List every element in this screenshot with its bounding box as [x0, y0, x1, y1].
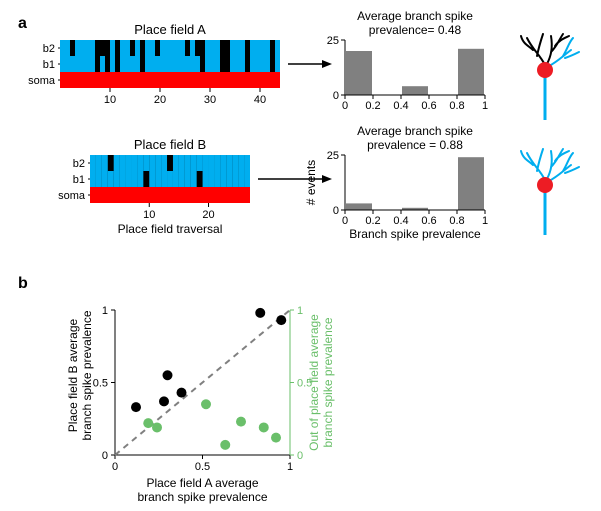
svg-text:40: 40	[254, 94, 266, 106]
svg-text:0: 0	[342, 215, 348, 227]
svg-text:Branch spike prevalence: Branch spike prevalence	[349, 227, 481, 241]
svg-text:0.4: 0.4	[393, 215, 408, 227]
svg-text:0.6: 0.6	[421, 215, 436, 227]
svg-text:0: 0	[333, 205, 339, 217]
svg-text:0.8: 0.8	[449, 100, 464, 112]
svg-text:branch spike prevalence: branch spike prevalence	[321, 317, 335, 447]
svg-text:1: 1	[482, 215, 488, 227]
svg-text:0.8: 0.8	[449, 215, 464, 227]
svg-text:20: 20	[154, 94, 166, 106]
svg-text:branch spike prevalence: branch spike prevalence	[80, 310, 94, 440]
svg-text:b1: b1	[43, 59, 55, 71]
svg-text:1: 1	[297, 305, 303, 317]
svg-text:1: 1	[102, 305, 108, 317]
figure-svg: abPlace field Ab2b1soma10203040Place fie…	[0, 0, 601, 511]
svg-text:0: 0	[333, 90, 339, 102]
svg-text:10: 10	[104, 94, 116, 106]
svg-text:branch spike prevalence: branch spike prevalence	[137, 490, 267, 504]
svg-text:0: 0	[297, 450, 303, 462]
svg-text:1: 1	[482, 100, 488, 112]
svg-text:b2: b2	[43, 43, 55, 55]
svg-text:soma: soma	[28, 75, 56, 87]
svg-text:0: 0	[102, 450, 108, 462]
svg-text:0.5: 0.5	[93, 378, 108, 390]
svg-text:20: 20	[202, 209, 214, 221]
svg-text:b2: b2	[73, 158, 85, 170]
svg-text:0.4: 0.4	[393, 100, 408, 112]
svg-text:Place field A average: Place field A average	[146, 476, 258, 490]
svg-text:0.2: 0.2	[365, 100, 380, 112]
svg-text:Average branch spike: Average branch spike	[357, 9, 473, 23]
svg-text:b1: b1	[73, 174, 85, 186]
svg-text:25: 25	[327, 150, 339, 162]
svg-text:Out of place field average: Out of place field average	[307, 314, 321, 451]
svg-text:0: 0	[342, 100, 348, 112]
svg-text:b: b	[18, 275, 28, 292]
svg-text:soma: soma	[58, 190, 86, 202]
svg-text:prevalence= 0.48: prevalence= 0.48	[369, 23, 462, 37]
svg-text:Place field B average: Place field B average	[66, 318, 80, 432]
svg-text:# events: # events	[304, 160, 318, 205]
svg-text:0.5: 0.5	[195, 461, 210, 473]
svg-text:Average branch spike: Average branch spike	[357, 124, 473, 138]
svg-text:0.6: 0.6	[421, 100, 436, 112]
svg-text:30: 30	[204, 94, 216, 106]
svg-text:Place field traversal: Place field traversal	[118, 222, 223, 236]
svg-text:Place field B: Place field B	[134, 137, 206, 152]
svg-text:25: 25	[327, 35, 339, 47]
svg-text:0.2: 0.2	[365, 215, 380, 227]
svg-text:0: 0	[112, 461, 118, 473]
svg-text:Place field A: Place field A	[134, 22, 206, 37]
svg-text:a: a	[18, 15, 27, 32]
svg-text:1: 1	[287, 461, 293, 473]
svg-text:10: 10	[143, 209, 155, 221]
svg-text:prevalence = 0.88: prevalence = 0.88	[367, 138, 463, 152]
